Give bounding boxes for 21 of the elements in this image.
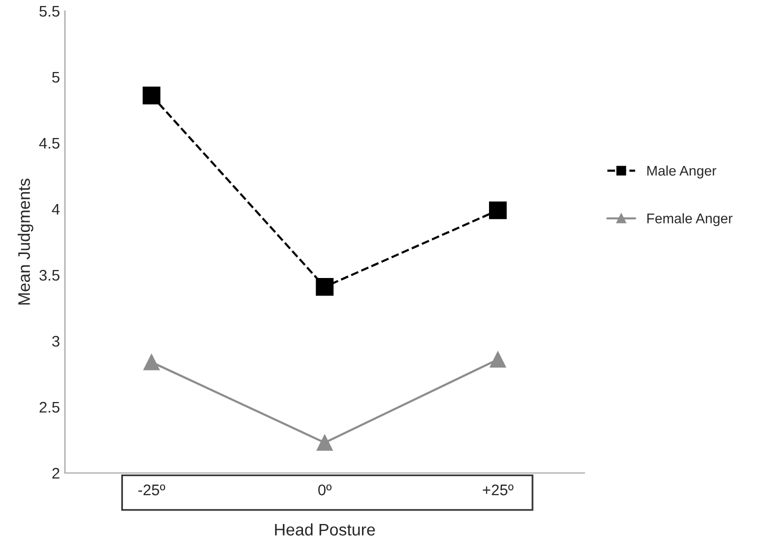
- y-tick-label: 4: [52, 204, 60, 215]
- y-tick-label: 5.5: [39, 6, 60, 17]
- y-tick-label: 3.5: [39, 270, 60, 281]
- point: [489, 201, 507, 220]
- point: [142, 86, 160, 104]
- point: [316, 278, 334, 296]
- y-tick-label: 5: [52, 72, 60, 83]
- x-tick-label: 0º: [318, 484, 332, 496]
- y-tick-label: 4.5: [39, 138, 60, 149]
- x-tick-label: -25º: [138, 484, 166, 496]
- legend-label: Male Anger: [647, 165, 716, 178]
- point: [316, 434, 333, 451]
- x-tick-label: +25º: [482, 484, 514, 496]
- y-tick-label: 2.5: [40, 402, 60, 413]
- point: [490, 351, 506, 368]
- y-tick-label: 2: [52, 468, 60, 479]
- legend-label: Female Anger: [647, 213, 732, 226]
- x-axis-title: Head Posture: [275, 523, 375, 536]
- point: [143, 354, 160, 370]
- y-axis-title: Mean Judgments: [18, 178, 34, 305]
- y-tick-label: 3: [52, 336, 60, 347]
